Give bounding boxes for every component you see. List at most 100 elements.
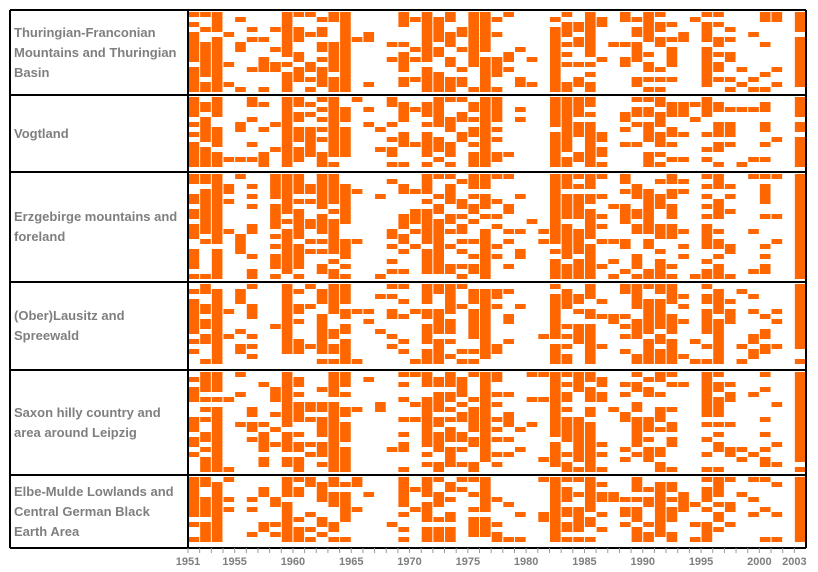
station-event <box>480 269 491 274</box>
station-event <box>573 264 584 269</box>
cell <box>526 372 538 427</box>
station-event <box>293 67 305 72</box>
station-event <box>713 199 724 204</box>
cell <box>200 12 211 92</box>
station-event <box>794 142 806 147</box>
station-event <box>235 122 246 127</box>
station-event <box>188 52 200 57</box>
station-event <box>410 417 421 422</box>
station-event <box>480 22 491 27</box>
station-event <box>619 209 631 214</box>
station-event <box>596 382 608 387</box>
station-event <box>258 422 270 427</box>
station-event <box>200 417 211 422</box>
station-event <box>643 457 654 462</box>
station-event <box>480 57 491 62</box>
station-event <box>223 467 235 472</box>
station-event <box>713 492 724 497</box>
station-event <box>328 309 340 314</box>
station-event <box>771 174 783 179</box>
station-event <box>584 392 596 397</box>
station-event <box>503 339 514 344</box>
station-event <box>468 407 480 412</box>
station-event <box>305 224 316 229</box>
station-event <box>561 52 573 57</box>
station-event <box>643 152 654 157</box>
station-event <box>456 274 468 279</box>
station-event <box>549 82 561 87</box>
station-event <box>398 82 410 87</box>
station-event <box>596 152 608 157</box>
station-event <box>724 249 736 254</box>
cell <box>736 289 748 364</box>
station-event <box>410 309 421 314</box>
station-event <box>549 477 561 482</box>
station-event <box>666 214 678 219</box>
station-event <box>549 229 561 234</box>
cell <box>246 284 258 359</box>
station-event <box>340 349 351 354</box>
station-event <box>678 254 689 259</box>
station-event <box>643 314 654 319</box>
station-event <box>654 299 666 304</box>
station-event <box>549 284 561 289</box>
station-event <box>573 522 584 527</box>
station-event <box>421 234 433 239</box>
cell <box>643 377 654 462</box>
station-event <box>340 194 351 199</box>
station-event <box>433 537 445 542</box>
station-event <box>211 537 223 542</box>
station-event <box>281 294 293 299</box>
station-event <box>643 189 654 194</box>
station-event <box>584 462 596 467</box>
station-event <box>549 412 561 417</box>
station-event <box>211 372 223 377</box>
station-event <box>549 319 561 324</box>
station-event <box>200 229 211 234</box>
station-event <box>573 112 584 117</box>
station-event <box>211 72 223 77</box>
station-event <box>223 229 235 234</box>
station-event <box>340 427 351 432</box>
station-event <box>666 47 678 52</box>
station-event <box>573 452 584 457</box>
station-event <box>736 67 748 72</box>
station-event <box>340 432 351 437</box>
station-event <box>643 417 654 422</box>
station-event <box>573 42 584 47</box>
station-event <box>281 82 293 87</box>
station-event <box>480 97 491 102</box>
station-event <box>281 269 293 274</box>
station-event <box>794 219 806 224</box>
station-event <box>293 52 305 57</box>
station-event <box>608 259 619 264</box>
station-event <box>281 319 293 324</box>
station-event <box>549 334 561 339</box>
x-tick-label: 1995 <box>689 556 713 568</box>
station-event <box>573 339 584 344</box>
station-event <box>281 209 293 214</box>
station-event <box>421 294 433 299</box>
station-event <box>654 229 666 234</box>
station-event <box>211 437 223 442</box>
station-event <box>246 532 258 537</box>
station-event <box>421 72 433 77</box>
station-event <box>281 264 293 269</box>
station-event <box>561 392 573 397</box>
station-event <box>713 344 724 349</box>
station-event <box>643 392 654 397</box>
station-event <box>328 152 340 157</box>
station-event <box>794 259 806 264</box>
station-event <box>468 294 480 299</box>
station-event <box>433 359 445 364</box>
station-event <box>421 284 433 289</box>
station-event <box>456 462 468 467</box>
station-event <box>631 274 643 279</box>
station-event <box>631 324 643 329</box>
station-event <box>211 179 223 184</box>
station-event <box>433 259 445 264</box>
station-event <box>445 147 456 152</box>
cell <box>573 97 584 162</box>
station-event <box>316 402 328 407</box>
station-event <box>188 97 200 102</box>
